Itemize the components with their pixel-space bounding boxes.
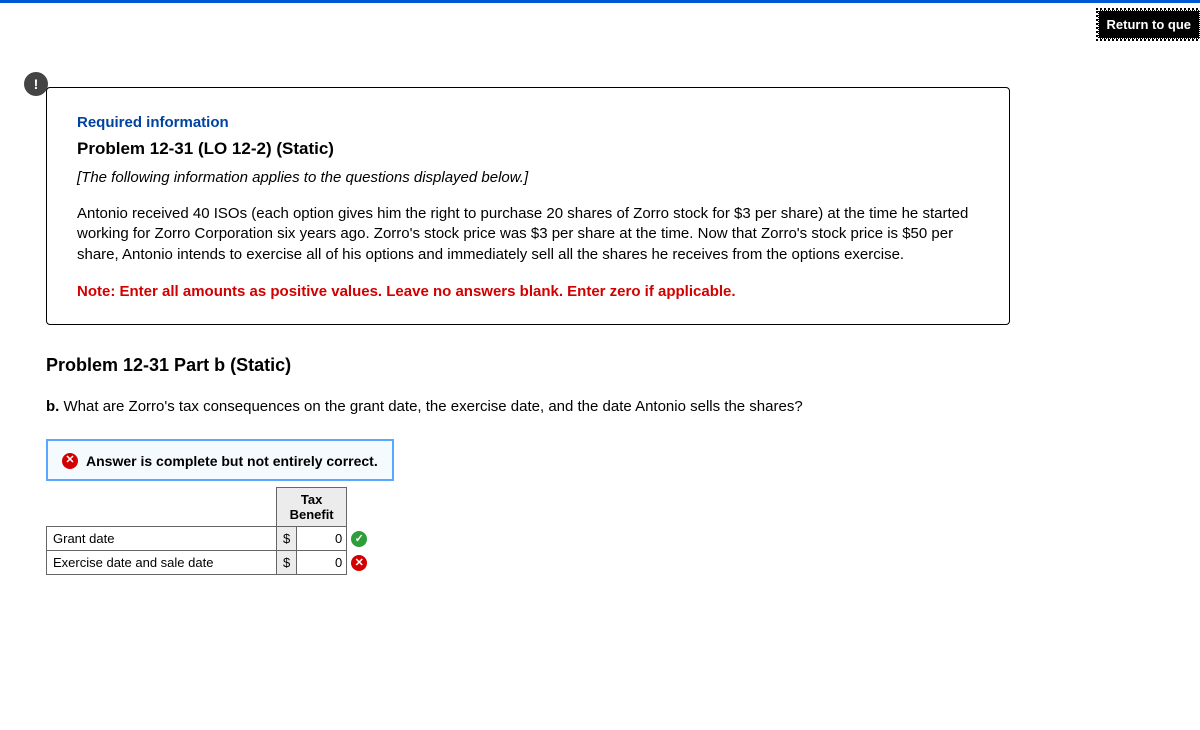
table-row: Exercise date and sale date $ 0 ✕	[47, 550, 368, 574]
row-label: Grant date	[47, 526, 277, 550]
applies-text: [The following information applies to th…	[77, 169, 979, 186]
currency-symbol: $	[277, 526, 297, 550]
required-info-box: Required information Problem 12-31 (LO 1…	[46, 87, 1010, 325]
x-icon: ✕	[351, 555, 367, 571]
value-cell[interactable]: 0	[297, 526, 347, 550]
alert-icon: !	[24, 72, 48, 96]
currency-symbol: $	[277, 550, 297, 574]
question-text: b. What are Zorro's tax consequences on …	[46, 398, 1170, 415]
feedback-message: Answer is complete but not entirely corr…	[86, 453, 378, 469]
empty-header	[47, 487, 277, 526]
col-header-tax-benefit: Tax Benefit	[277, 487, 347, 526]
answer-table: Tax Benefit Grant date $ 0 ✓ Exercise da…	[46, 487, 368, 575]
empty-header	[347, 487, 368, 526]
feedback-banner: ✕ Answer is complete but not entirely co…	[46, 439, 394, 481]
value-cell[interactable]: 0	[297, 550, 347, 574]
question-body: What are Zorro's tax consequences on the…	[59, 398, 802, 415]
main-content: Required information Problem 12-31 (LO 1…	[0, 3, 1200, 575]
part-title: Problem 12-31 Part b (Static)	[46, 355, 1170, 376]
row-label: Exercise date and sale date	[47, 550, 277, 574]
entry-note: Note: Enter all amounts as positive valu…	[77, 283, 979, 300]
table-row: Grant date $ 0 ✓	[47, 526, 368, 550]
status-cell: ✓	[347, 526, 368, 550]
x-icon: ✕	[62, 453, 78, 469]
question-prefix: b.	[46, 398, 59, 415]
status-cell: ✕	[347, 550, 368, 574]
problem-title: Problem 12-31 (LO 12-2) (Static)	[77, 139, 979, 159]
problem-body: Antonio received 40 ISOs (each option gi…	[77, 204, 979, 265]
required-info-label: Required information	[77, 114, 979, 131]
check-icon: ✓	[351, 531, 367, 547]
